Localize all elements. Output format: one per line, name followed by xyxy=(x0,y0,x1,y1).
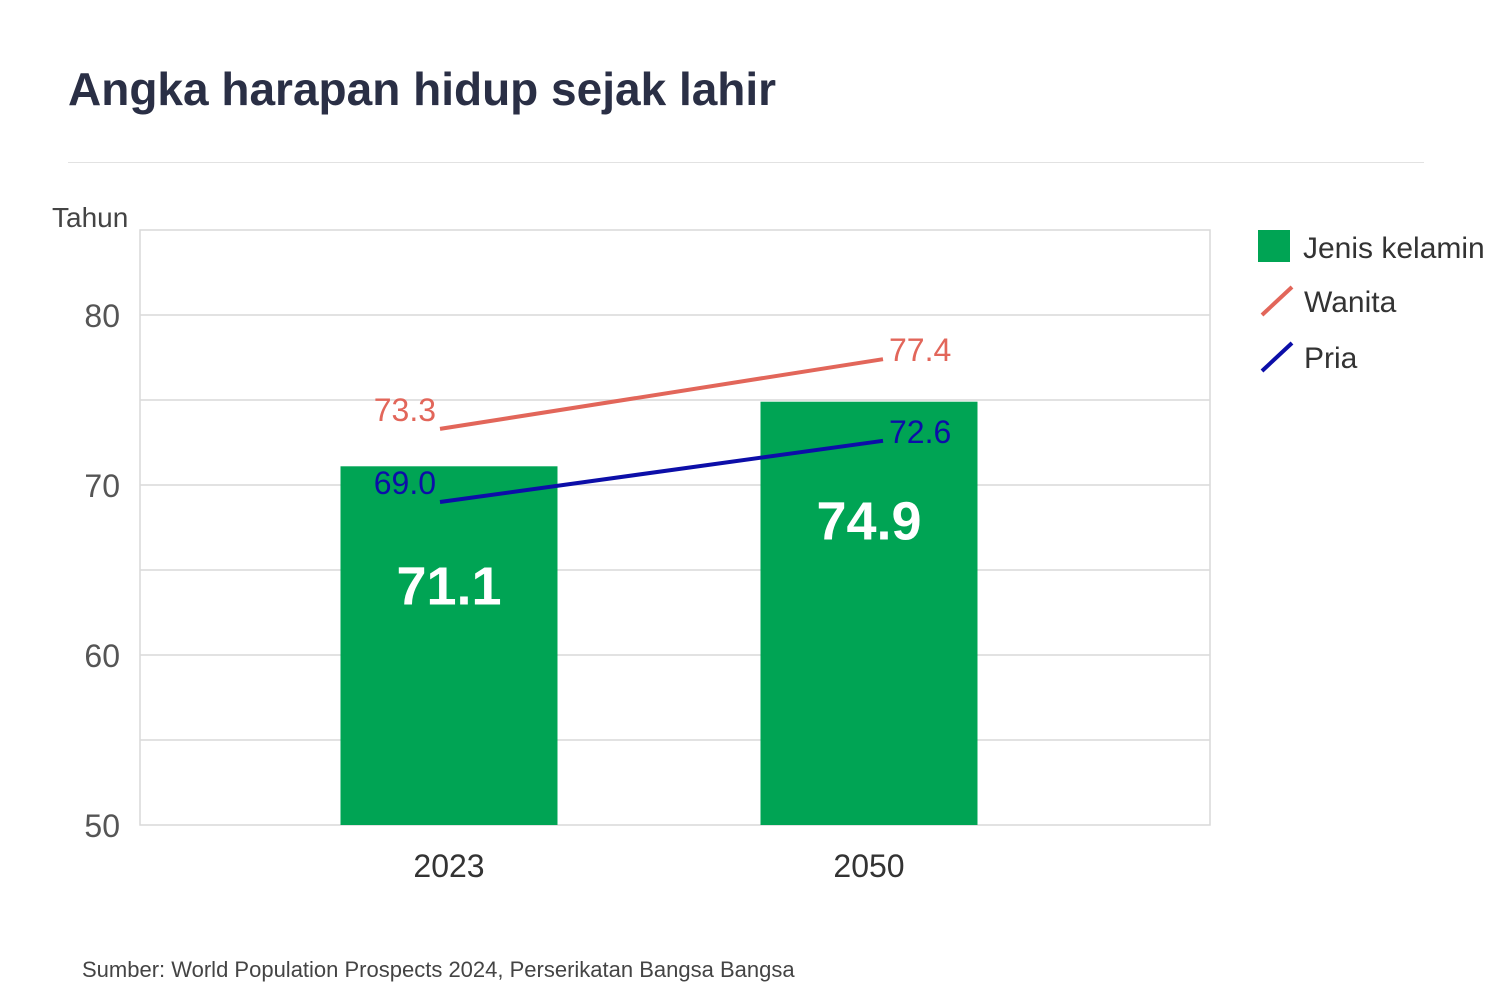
x-tick-label: 2050 xyxy=(833,848,904,884)
series-line-pria xyxy=(439,438,884,504)
legend-label: Wanita xyxy=(1304,286,1397,319)
line-value-label: 73.3 xyxy=(374,392,436,428)
legend-label: Pria xyxy=(1304,342,1358,375)
title-divider xyxy=(68,162,1424,163)
line-value-label: 77.4 xyxy=(889,332,951,368)
plot-frame xyxy=(139,229,1211,826)
y-tick-label: 50 xyxy=(84,808,120,844)
legend-label: Jenis kelamin xyxy=(1303,232,1485,265)
bar-value-label: 74.9 xyxy=(816,492,921,552)
y-tick-label: 70 xyxy=(84,468,120,504)
y-axis-label: Tahun xyxy=(52,202,129,233)
bar[interactable] xyxy=(340,466,558,825)
legend-swatch-bar xyxy=(1258,230,1290,262)
legend-swatch-line xyxy=(1260,285,1294,317)
legend-swatch-line xyxy=(1260,341,1294,373)
source-note: Sumber: World Population Prospects 2024,… xyxy=(82,957,795,982)
chart-title: Angka harapan hidup sejak lahir xyxy=(68,63,777,115)
line-value-label: 72.6 xyxy=(889,414,951,450)
x-tick-label: 2023 xyxy=(413,848,484,884)
bar-value-label: 71.1 xyxy=(396,556,501,616)
y-tick-label: 60 xyxy=(84,638,120,674)
y-tick-label: 80 xyxy=(84,298,120,334)
series-line-wanita xyxy=(439,357,884,431)
bar[interactable] xyxy=(760,401,978,825)
line-value-label: 69.0 xyxy=(374,465,436,501)
